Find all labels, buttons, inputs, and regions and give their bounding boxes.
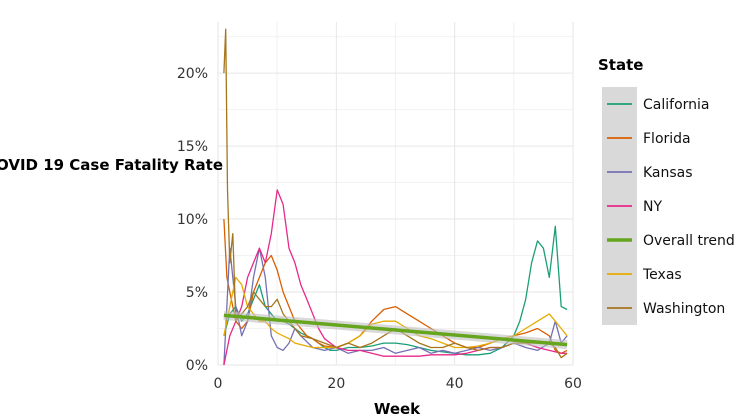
y-tick-label: 10% <box>177 212 208 228</box>
x-tick-label: 40 <box>446 376 464 392</box>
legend-label-florida: Florida <box>643 131 691 147</box>
series-line-overall-trend <box>223 313 568 347</box>
y-tick-label: 20% <box>177 66 208 82</box>
y-axis-title: COVID 19 Case Fatality Rate <box>0 156 223 174</box>
x-tick-label: 60 <box>564 376 582 392</box>
y-axis-tick-labels: 0% 5% 10% 15% 20% <box>177 66 208 374</box>
legend-label-washington: Washington <box>643 301 725 317</box>
x-axis-title: Week <box>374 400 421 418</box>
y-tick-label: 15% <box>177 139 208 155</box>
y-tick-label: 5% <box>186 285 208 301</box>
legend-label-california: California <box>643 97 709 113</box>
y-tick-label: 0% <box>186 358 208 374</box>
legend-label-ny: NY <box>643 199 662 215</box>
series-lines <box>223 28 568 366</box>
legend-label-overall-trend: Overall trend <box>643 233 735 249</box>
x-tick-label: 0 <box>214 376 223 392</box>
x-axis-tick-labels: 0 20 40 60 <box>214 376 582 392</box>
series-line-california <box>223 225 568 356</box>
series-line-washington <box>223 28 568 359</box>
legend-title: State <box>598 56 643 74</box>
legend: State California Florida Kansas NY Overall t… <box>598 56 735 325</box>
legend-label-texas: Texas <box>642 267 682 283</box>
x-tick-label: 20 <box>327 376 345 392</box>
legend-label-kansas: Kansas <box>643 165 693 181</box>
legend-items: California Florida Kansas NY Overall trend Te… <box>607 97 735 317</box>
